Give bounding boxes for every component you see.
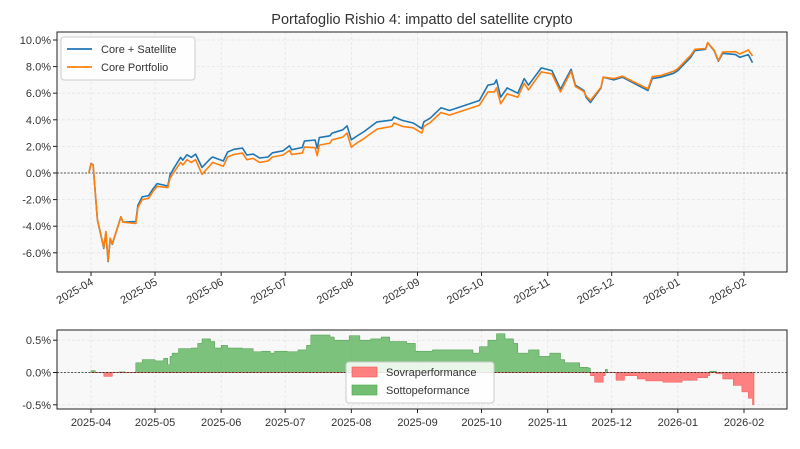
bottom-x-tick-label: 2026-02: [724, 417, 764, 429]
top-series: [88, 41, 754, 263]
bottom-x-tick-label: 2026-01: [658, 417, 698, 429]
bottom-x-tick-label: 2025-08: [331, 417, 371, 429]
top-y-tick-label: -4.0%: [22, 221, 51, 233]
legend-label-core-satellite: Core + Satellite: [101, 44, 177, 56]
top-legend: Core + Satellite Core Portfolio: [60, 36, 196, 81]
bottom-legend-box: [345, 361, 495, 404]
bottom-x-tick-label: 2025-06: [201, 417, 241, 429]
bottom-x-tick-label: 2025-11: [528, 417, 568, 429]
top-y-tick-label: 2.0%: [26, 141, 51, 153]
bottom-x-tick-label: 2025-04: [71, 417, 111, 429]
bottom-y-ticks: 0.5% 0.0% -0.5%: [22, 335, 57, 412]
bottom-axes: 0.5%0.0%-0.5% 2025-04 2025-05 2025-06 2025-…: [22, 329, 788, 429]
top-y-tick-label: 8.0%: [26, 62, 51, 74]
top-y-tick-label: 4.0%: [26, 115, 51, 127]
top-y-tick-label: 0.0%: [26, 168, 51, 180]
bottom-x-tick-label: 2025-07: [265, 417, 305, 429]
series-line-core-satellite: [88, 41, 754, 263]
top-legend-box: [60, 36, 196, 81]
top-y-ticks: 10.0% 8.0% 6.0% 4.0% 2.0% 0.0% -2.0% -4.0% -6.0%: [20, 35, 57, 260]
sovraperformance-area: [91, 372, 755, 406]
legend-label-sottoperformance: Sottopeformance: [386, 385, 470, 397]
top-axes: 10.0% 8.0% 6.0% 4.0% 2.0% 0.0% -2.0% -4.0% -6.0%…: [20, 31, 788, 307]
top-y-tick-label: -6.0%: [22, 248, 51, 260]
legend-swatch-sovraperformance: [351, 366, 378, 378]
top-y-tick-label: 10.0%: [20, 35, 51, 47]
bottom-x-tick-label: 2025-09: [397, 417, 437, 429]
bottom-y-tick-label: -0.5%: [22, 400, 51, 412]
bottom-x-tick-label: 2025-05: [135, 417, 175, 429]
legend-swatch-sottoperformance: [351, 384, 378, 396]
legend-label-sovraperformance: Sovraperformance: [386, 367, 477, 379]
top-axes-frame: [56, 31, 788, 273]
bottom-x-tick-label: 2025-10: [461, 417, 501, 429]
top-y-tick-label: -2.0%: [22, 195, 51, 207]
legend-label-core: Core Portfolio: [101, 62, 168, 74]
chart-title: Portafoglio Rishio 4: impatto del satell…: [271, 12, 572, 28]
bottom-x-ticks: 2025-04 2025-05 2025-06 2025-07 2025-08 2025-…: [71, 409, 764, 429]
bottom-legend: Sovraperformance Sottopeformance: [345, 361, 495, 404]
bottom-y-tick-label: 0.5%: [26, 335, 51, 347]
bottom-y-tick-label: 0.0%: [26, 368, 51, 380]
top-y-tick-label: 6.0%: [26, 88, 51, 100]
bottom-x-tick-label: 2025-12: [592, 417, 632, 429]
series-line-core: [88, 41, 754, 262]
bottom-axes-frame: [56, 329, 788, 410]
